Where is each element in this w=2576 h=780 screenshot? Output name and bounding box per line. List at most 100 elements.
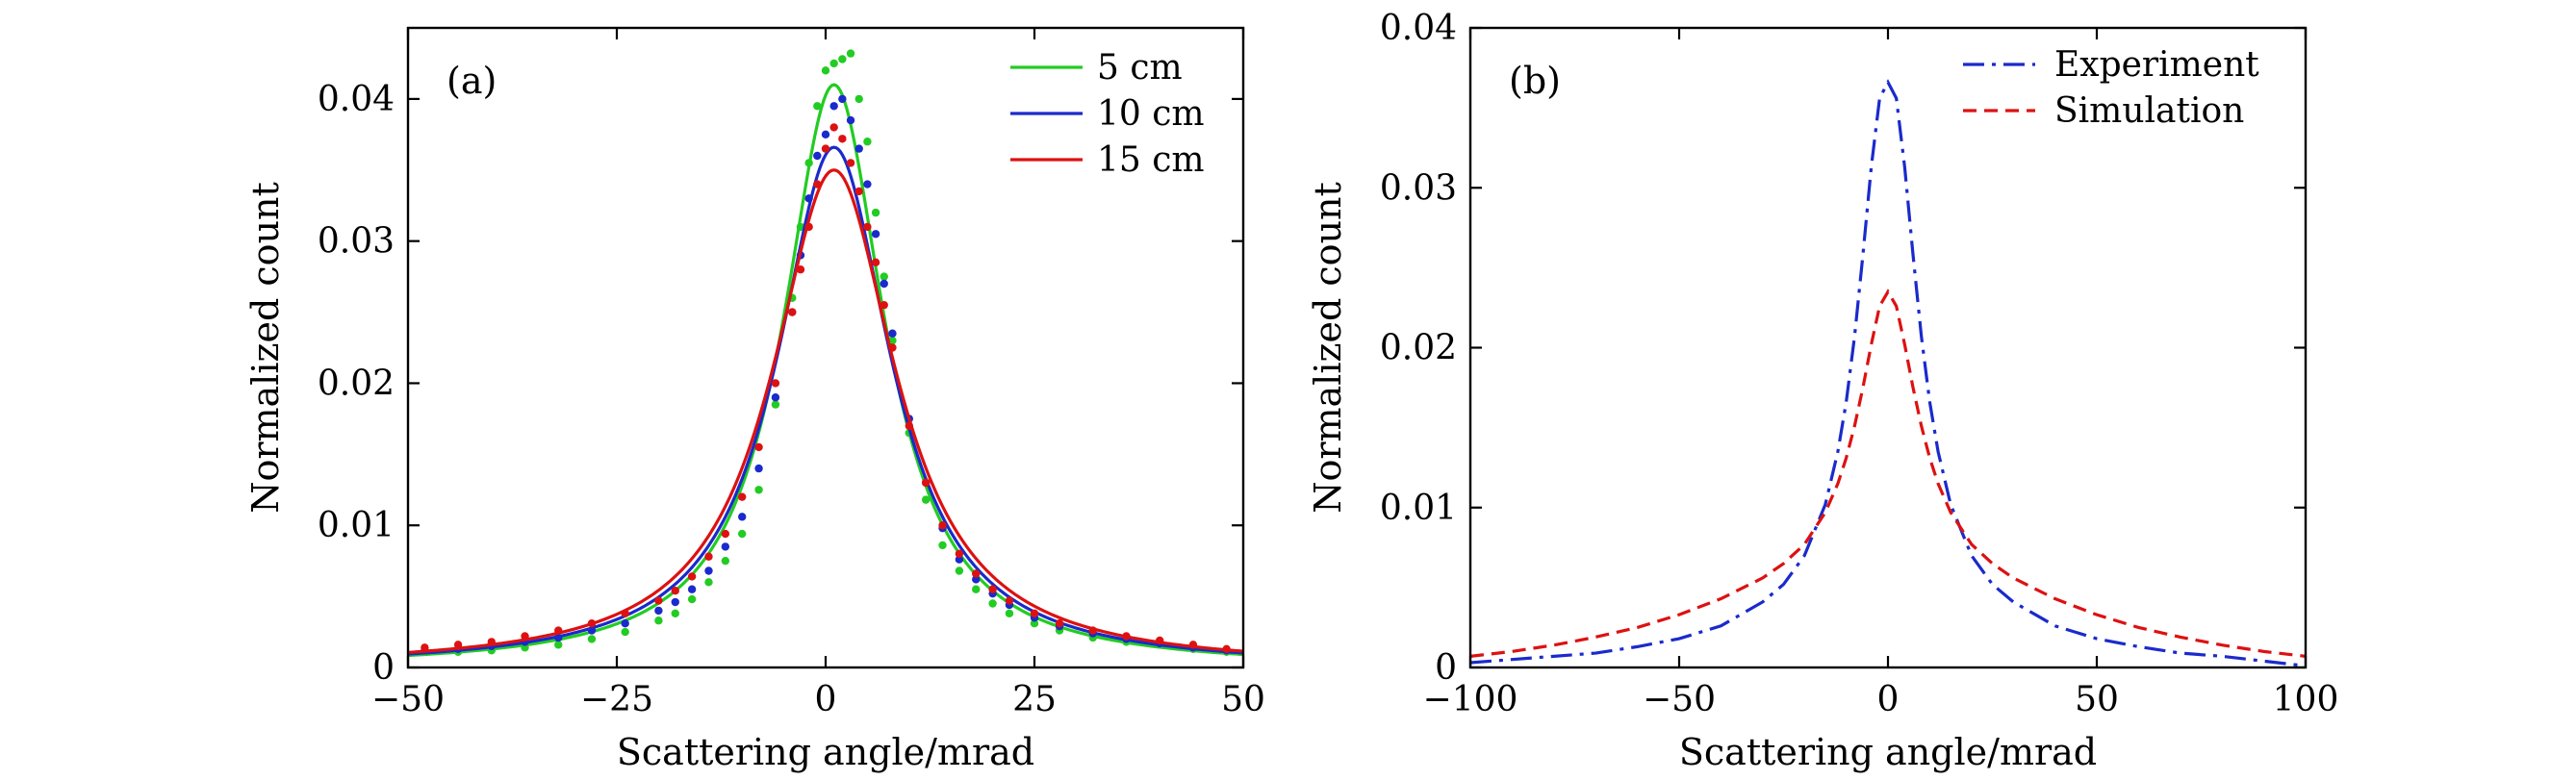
data-point-15-cm [972,569,981,578]
legend-label: 5 cm [1097,48,1183,88]
data-point-15-cm [938,521,947,530]
data-point-5-cm [754,486,763,494]
data-point-5-cm [863,138,872,146]
y-axis-label: Normalized count [244,182,287,514]
data-point-15-cm [721,529,730,539]
data-point-10-cm [846,115,855,125]
x-tick-label: 50 [1221,680,1265,719]
data-point-15-cm [704,552,713,561]
data-point-10-cm [754,464,763,473]
y-tick-label: 0 [1435,648,1457,688]
panel-label: (a) [446,60,497,102]
y-tick-label: 0.04 [1380,9,1457,48]
data-point-10-cm [955,555,964,564]
data-point-5-cm [813,102,822,111]
y-tick-label: 0.02 [318,364,395,403]
data-point-5-cm [671,609,679,618]
y-tick-label: 0 [372,648,395,688]
data-point-5-cm [846,49,855,58]
data-point-10-cm [671,597,679,607]
data-point-15-cm [738,492,747,501]
data-point-10-cm [972,575,981,584]
legend: Experiment Simulation [1963,45,2259,131]
x-tick-label: −25 [580,680,653,719]
y-tick-label: 0.01 [318,506,395,545]
data-point-10-cm [654,606,663,616]
data-point-15-cm [821,144,830,153]
x-tick-label: 0 [1877,680,1900,719]
data-point-15-cm [871,258,880,267]
x-tick-label: −100 [1423,680,1518,719]
legend-label: Simulation [2054,91,2244,131]
data-point-5-cm [738,529,747,539]
chart-panel-a: −50 −25 0 25 50 0 0.01 0.02 0.03 0.04 Scattering a… [244,26,1265,773]
y-tick-label: 0.03 [318,222,395,262]
fit-line-10-cm [408,145,1243,656]
chart-panel-b: −100 −50 0 50 100 0 0.01 0.02 0.03 0.04 Scattering… [1307,9,2338,773]
data-point-15-cm [854,187,863,196]
legend: 5 cm 10 cm 15 cm [1010,48,1205,180]
data-point-15-cm [1005,596,1014,605]
data-point-15-cm [880,300,888,310]
data-point-5-cm [687,594,697,604]
data-point-15-cm [1055,618,1064,628]
data-point-10-cm [829,102,838,111]
data-point-10-cm [771,393,780,402]
data-point-5-cm [554,641,563,649]
data-point-5-cm [829,59,838,68]
data-point-5-cm [704,578,713,587]
x-tick-label: 25 [1012,680,1057,719]
data-point-15-cm [955,549,964,558]
data-point-5-cm [880,272,888,281]
legend-label: Experiment [2054,45,2259,85]
data-point-15-cm [654,596,663,605]
data-point-5-cm [587,635,597,643]
x-tick-label: −50 [1643,680,1716,719]
data-point-15-cm [846,159,855,167]
data-point-15-cm [687,572,697,581]
y-tick-label: 0.01 [1380,489,1457,528]
data-point-15-cm [829,123,838,132]
x-tick-label: 100 [2273,680,2339,719]
data-point-5-cm [871,208,880,217]
y-tick-label: 0.02 [1380,329,1457,368]
data-point-10-cm [738,513,747,521]
data-point-10-cm [880,279,888,289]
data-point-10-cm [721,542,730,551]
data-point-10-cm [863,180,872,189]
data-point-5-cm [988,599,997,608]
data-point-10-cm [704,566,713,575]
data-point-10-cm [813,151,822,161]
x-axis-label: Scattering angle/mrad [1679,731,2097,773]
fit-line-15-cm [408,168,1243,654]
data-point-15-cm [796,265,805,274]
data-point-10-cm [621,618,629,628]
y-tick-label: 0.04 [318,80,395,119]
panel-label: (b) [1509,60,1561,102]
data-point-5-cm [1005,609,1014,618]
data-point-15-cm [863,222,872,232]
data-point-15-cm [788,308,797,316]
x-tick-label: −50 [371,680,445,719]
data-point-15-cm [1030,609,1039,618]
series-line-experiment [1470,79,2306,667]
data-point-15-cm [671,587,679,595]
data-point-10-cm [821,130,830,139]
x-tick-label: 0 [815,680,837,719]
fit-line-5-cm [408,83,1243,658]
data-point-5-cm [721,556,730,566]
data-point-5-cm [621,627,629,637]
data-point-5-cm [955,566,964,575]
data-point-10-cm [838,94,847,104]
data-point-5-cm [1030,618,1039,628]
y-tick-label: 0.03 [1380,168,1457,208]
data-point-5-cm [854,94,863,104]
data-point-10-cm [871,230,880,239]
plot-area [408,49,1243,658]
data-point-10-cm [687,585,697,593]
data-point-5-cm [921,495,931,504]
series-line-simulation [1470,289,2306,658]
data-point-5-cm [972,585,981,593]
data-point-15-cm [921,478,931,488]
